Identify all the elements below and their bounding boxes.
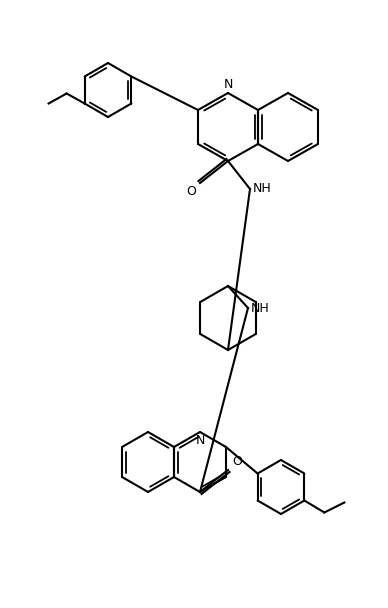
Text: NH: NH xyxy=(253,182,272,196)
Text: N: N xyxy=(223,78,233,91)
Text: N: N xyxy=(195,434,205,447)
Text: NH: NH xyxy=(251,302,270,314)
Text: O: O xyxy=(186,185,196,198)
Text: O: O xyxy=(232,455,242,468)
